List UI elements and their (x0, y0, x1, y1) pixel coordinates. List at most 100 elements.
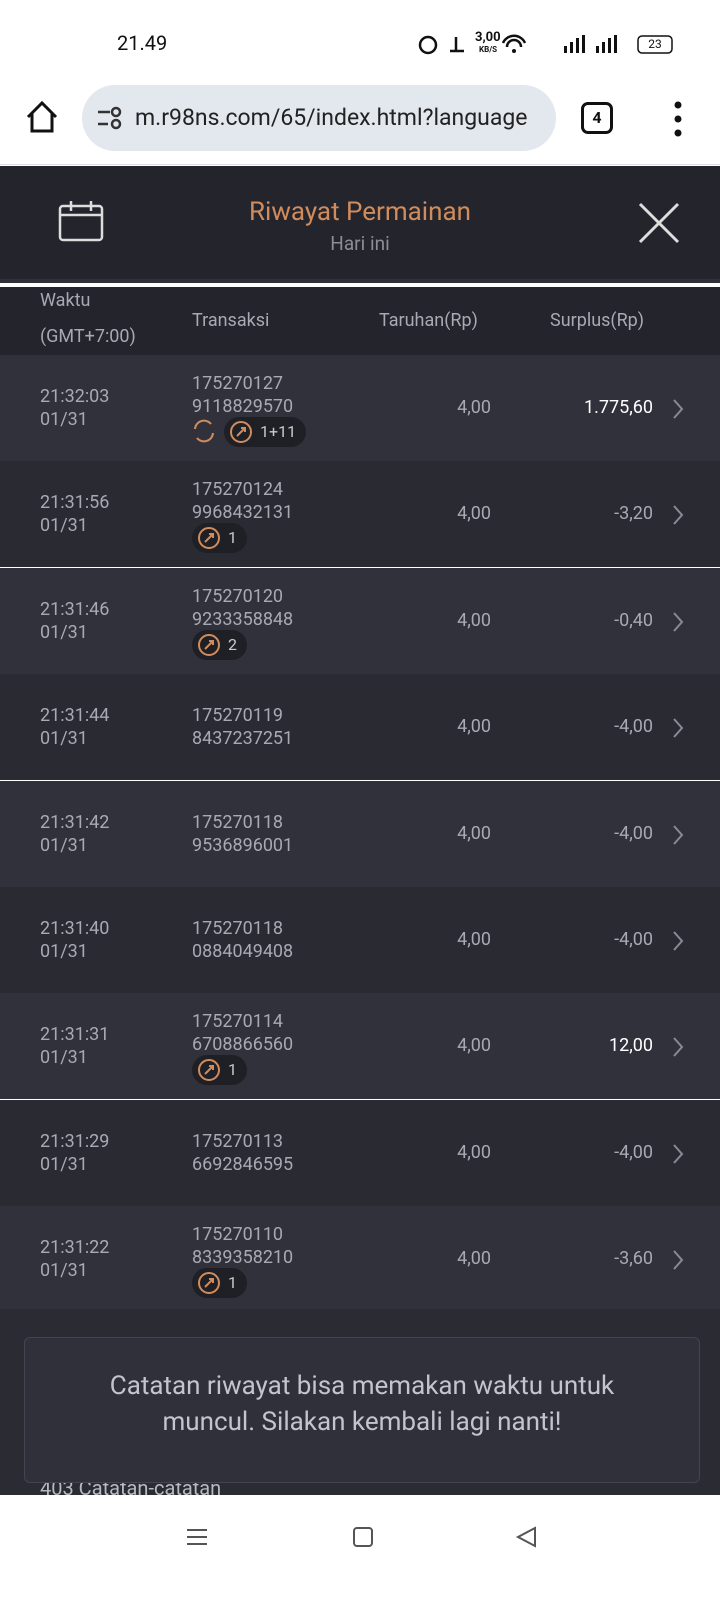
status-icons (418, 34, 673, 55)
surplus: -4,00 (614, 929, 653, 950)
history-row[interactable]: 21:31:22 01/31 175270110 8339358210 1 4,00 -3,… (0, 1206, 720, 1313)
date: 01/31 (40, 1153, 88, 1175)
time: 21:31:46 (40, 598, 110, 620)
transaction-id: 9536896001 (192, 834, 294, 856)
bet: 4,00 (457, 397, 491, 418)
time: 21:32:03 (40, 386, 110, 407)
date: 01/31 (40, 834, 88, 856)
url-text: m.r98ns.com/65/index.html?language (135, 104, 528, 131)
feature-badge: 1 (192, 523, 247, 554)
surplus: 1.775,60 (584, 397, 653, 418)
time: 21:31:56 (40, 492, 110, 514)
col-surplus: Surplus(Rp) (550, 310, 645, 331)
history-row[interactable]: 21:31:42 01/31 175270118 9536896001 4,00 -4,0… (0, 780, 720, 887)
time: 21:31:31 (40, 1024, 110, 1046)
transaction-id: 0884049408 (192, 941, 294, 962)
badge-count: 2 (228, 634, 237, 654)
surplus: -4,00 (614, 822, 653, 844)
clock: 21.49 (117, 31, 168, 55)
transaction-id: 8339358210 (192, 1247, 294, 1269)
chevron[interactable] (672, 1036, 684, 1062)
date: 01/31 (40, 728, 88, 750)
column-header: Waktu (GMT+7:00) Transaksi Taruhan(Rp) S… (0, 287, 720, 355)
badge-count: 1+11 (260, 422, 297, 441)
date: 01/31 (40, 409, 88, 430)
transaction-id: 175270118 (192, 811, 284, 833)
history-row[interactable]: 21:31:44 01/31 175270119 8437237251 4,00 -4,0… (0, 674, 720, 781)
transaction-id: 175270113 (192, 1130, 284, 1152)
bet: 4,00 (457, 822, 491, 844)
chevron[interactable] (672, 1143, 684, 1169)
bet: 4,00 (457, 503, 491, 525)
surplus: -0,40 (614, 609, 653, 631)
battery-level: 23 (648, 37, 662, 51)
chevron[interactable] (672, 504, 684, 530)
transaction-id: 9118829570 (192, 396, 294, 417)
status-bar: 21.49 3,00 KB/S 23 (0, 0, 720, 85)
bet: 4,00 (457, 1035, 491, 1057)
date: 01/31 (40, 1260, 88, 1282)
col-transaction: Transaksi (192, 310, 270, 331)
time: 21:31:40 (40, 918, 110, 939)
net-speed: 3,00 (475, 30, 501, 45)
badge-count: 1 (228, 528, 237, 548)
bet: 4,00 (457, 929, 491, 950)
chevron[interactable] (672, 930, 684, 956)
history-row[interactable]: 21:31:31 01/31 175270114 6708866560 1 4,00 12,… (0, 993, 720, 1100)
history-row[interactable]: 21:31:29 01/31 175270113 6692846595 4,00 -4,0… (0, 1099, 720, 1206)
chevron[interactable] (672, 398, 684, 424)
time: 21:31:42 (40, 811, 110, 833)
time: 21:31:44 (40, 705, 110, 727)
net-speed-unit: KB/S (479, 45, 498, 54)
spin-icon (190, 417, 218, 445)
surplus: -3,20 (614, 503, 653, 525)
site-info-icon[interactable] (96, 106, 124, 130)
subtitle: Hari ini (330, 232, 390, 255)
history-row[interactable]: 21:31:56 01/31 175270124 9968432131 1 4,00 -3,… (0, 461, 720, 568)
toast-message: Catatan riwayat bisa memakan waktu untuk… (109, 1371, 615, 1437)
modal-header: Riwayat Permainan Hari ini (0, 166, 720, 283)
transaction-id: 175270118 (192, 918, 284, 939)
transaction-id: 6708866560 (192, 1034, 294, 1056)
calendar-button[interactable] (58, 200, 104, 242)
feature-badge: 1 (192, 1055, 247, 1086)
feature-badge: 2 (192, 629, 247, 660)
history-row[interactable]: 21:32:03 01/31 175270127 9118829570 1+11 4,00… (0, 355, 720, 461)
transaction-id: 175270110 (192, 1224, 284, 1246)
transaction-id: 6692846595 (192, 1153, 294, 1175)
badge-count: 1 (228, 1060, 237, 1080)
nav-bar (0, 1495, 720, 1600)
tab-count[interactable]: 4 (581, 102, 613, 134)
history-row[interactable]: 21:31:46 01/31 175270120 9233358848 2 4,00 -0,… (0, 567, 720, 674)
bet: 4,00 (457, 609, 491, 631)
surplus: -4,00 (614, 1141, 653, 1163)
chevron[interactable] (672, 1249, 684, 1275)
bet: 4,00 (457, 716, 491, 738)
transaction-id: 175270119 (192, 705, 284, 727)
badge-count: 1 (228, 1273, 237, 1293)
date: 01/31 (40, 621, 88, 643)
chevron[interactable] (672, 611, 684, 637)
title: Riwayat Permainan (248, 197, 471, 227)
home-button[interactable] (24, 99, 60, 135)
feature-badge: 1 (192, 1268, 247, 1299)
chevron[interactable] (672, 717, 684, 743)
transaction-id: 8437237251 (192, 728, 294, 750)
chevron[interactable] (672, 824, 684, 850)
close-button[interactable] (638, 202, 680, 244)
toast: Catatan riwayat bisa memakan waktu untuk… (24, 1337, 700, 1483)
transaction-id: 175270127 (192, 373, 284, 394)
url-field[interactable]: m.r98ns.com/65/index.html?language (82, 85, 556, 151)
date: 01/31 (40, 515, 88, 537)
surplus: 12,00 (608, 1035, 653, 1057)
menu-button[interactable] (670, 99, 686, 139)
time: 21:31:29 (40, 1130, 110, 1152)
col-time: Waktu (40, 290, 91, 311)
nav-buttons[interactable] (0, 1495, 720, 1600)
history-row[interactable]: 21:31:40 01/31 175270118 0884049408 4,00 -4,0… (0, 887, 720, 993)
date: 01/31 (40, 941, 88, 962)
transaction-id: 175270120 (192, 585, 284, 607)
date: 01/31 (40, 1047, 88, 1069)
bet: 4,00 (457, 1248, 491, 1270)
